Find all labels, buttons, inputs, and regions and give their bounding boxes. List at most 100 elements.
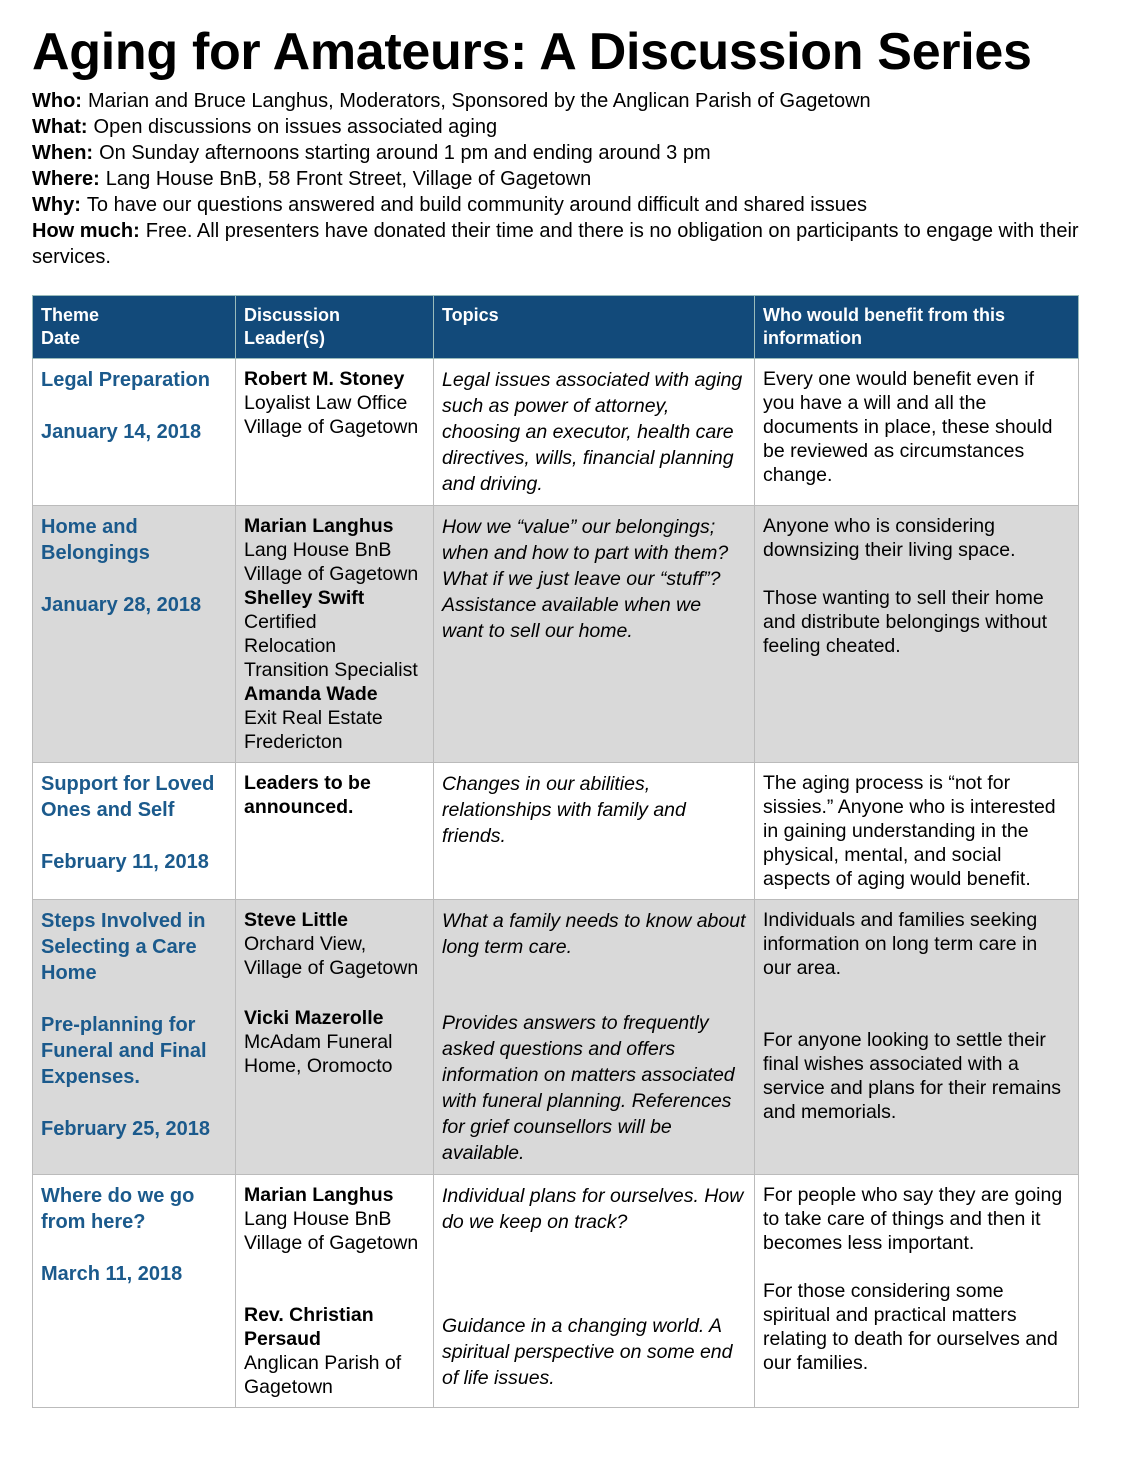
detail-label: Why: bbox=[32, 194, 81, 216]
benefit: The aging process is “not for sissies.” … bbox=[763, 772, 1056, 890]
topics-cell: How we “value” our belongings; when and … bbox=[433, 505, 755, 763]
theme: Legal Preparation bbox=[41, 369, 210, 391]
detail-row: When: On Sunday afternoons starting aroun… bbox=[32, 140, 1112, 166]
theme-cell: Legal Preparation January 14, 2018 bbox=[32, 358, 236, 506]
detail-text: Free. All presenters have donated their … bbox=[32, 220, 1079, 268]
theme: Steps Involved in Selecting a Care Home bbox=[41, 910, 206, 984]
leader-name: Shelley Swift bbox=[244, 587, 365, 609]
theme-cell: Support for Loved Ones and Self February … bbox=[32, 762, 236, 900]
leader-name: Robert M. Stoney bbox=[244, 368, 405, 390]
leader-name: Marian Langhus bbox=[244, 1184, 394, 1206]
benefit-cell: Every one would benefit even if you have… bbox=[754, 358, 1079, 506]
leader-group: Marian Langhus Lang House BnB Village of G… bbox=[244, 1183, 425, 1255]
schedule-table: Theme Date Discussion Leader(s) Topics Who wo… bbox=[32, 295, 1079, 1408]
date: January 28, 2018 bbox=[41, 594, 202, 616]
table-row: Steps Involved in Selecting a Care Home P… bbox=[32, 899, 1079, 1175]
leader-cell: Leaders to be announced. bbox=[235, 762, 434, 900]
header-cell: Topics bbox=[433, 295, 755, 359]
table-row: Legal Preparation January 14, 2018 Robert … bbox=[32, 358, 1079, 506]
topic: Provides answers to frequently asked que… bbox=[442, 1012, 735, 1164]
benefit-cell: For people who say they are going to tak… bbox=[754, 1174, 1079, 1408]
leader-detail: Exit Real Estate bbox=[244, 707, 383, 729]
leader-name: Leaders to be announced. bbox=[244, 772, 371, 818]
benefit: Every one would benefit even if you have… bbox=[763, 368, 1053, 486]
table-row: Home and Belongings January 28, 2018 Maria… bbox=[32, 505, 1079, 763]
topic: Changes in our abilities, relationships … bbox=[442, 773, 686, 847]
leader-group: Rev. Christian Persaud Anglican Parish of… bbox=[244, 1303, 425, 1399]
topic: Individual plans for ourselves. How do w… bbox=[442, 1185, 744, 1233]
date: January 14, 2018 bbox=[41, 421, 202, 443]
header-line: Date bbox=[41, 328, 81, 348]
header-cell: Discussion Leader(s) bbox=[235, 295, 434, 359]
topics-cell: Changes in our abilities, relationships … bbox=[433, 762, 755, 900]
theme-cell: Home and Belongings January 28, 2018 bbox=[32, 505, 236, 763]
leader-detail: Fredericton bbox=[244, 731, 343, 753]
benefit-cell: Individuals and families seeking informa… bbox=[754, 899, 1079, 1175]
table-body: Legal Preparation January 14, 2018 Robert … bbox=[32, 358, 1079, 1408]
benefit: For those considering some spiritual and… bbox=[763, 1280, 1058, 1374]
detail-row: How much: Free. All presenters have donat… bbox=[32, 218, 1112, 270]
leader-detail: Transition Specialist bbox=[244, 659, 418, 681]
detail-row: Why: To have our questions answered and b… bbox=[32, 192, 1112, 218]
benefit: Individuals and families seeking informa… bbox=[763, 909, 1038, 979]
header-line: Who would benefit from this information bbox=[763, 305, 1005, 348]
topic: What a family needs to know about long t… bbox=[442, 910, 746, 958]
leader-cell: Marian Langhus Lang House BnB Village of G… bbox=[235, 1174, 434, 1408]
leader-group: Steve Little Orchard View, Village of Gage… bbox=[244, 908, 425, 980]
leader-detail: Certified bbox=[244, 611, 317, 633]
leader-detail: Loyalist Law Office bbox=[244, 392, 408, 414]
benefit-cell: The aging process is “not for sissies.” … bbox=[754, 762, 1079, 900]
header-row: Theme Date Discussion Leader(s) Topics Who wo… bbox=[32, 295, 1079, 359]
header-line: Theme bbox=[41, 305, 100, 325]
topic: Guidance in a changing world. A spiritua… bbox=[442, 1315, 733, 1389]
leader-detail: Village of Gagetown bbox=[244, 563, 419, 585]
date: February 25, 2018 bbox=[41, 1118, 210, 1140]
leader-cell: Steve Little Orchard View, Village of Gage… bbox=[235, 899, 434, 1175]
date: February 11, 2018 bbox=[41, 851, 209, 873]
leader-group: Robert M. Stoney Loyalist Law Office Villa… bbox=[244, 367, 425, 439]
theme-cell: Steps Involved in Selecting a Care Home P… bbox=[32, 899, 236, 1175]
benefit: For anyone looking to settle their final… bbox=[763, 1029, 1062, 1123]
detail-label: Where: bbox=[32, 168, 100, 190]
topic: How we “value” our belongings; when and … bbox=[442, 516, 729, 642]
topics-cell: Legal issues associated with aging such … bbox=[433, 358, 755, 506]
leader-detail: Anglican Parish of Gagetown bbox=[244, 1352, 402, 1398]
leader-group: Leaders to be announced. bbox=[244, 771, 425, 819]
table-row: Support for Loved Ones and Self February … bbox=[32, 762, 1079, 900]
leader-name: Marian Langhus bbox=[244, 515, 394, 537]
detail-text: Lang House BnB, 58 Front Street, Village… bbox=[105, 168, 592, 190]
detail-label: Who: bbox=[32, 90, 82, 112]
leader-cell: Robert M. Stoney Loyalist Law Office Villa… bbox=[235, 358, 434, 506]
topics-cell: Individual plans for ourselves. How do w… bbox=[433, 1174, 755, 1408]
leader-name: Amanda Wade bbox=[244, 683, 378, 705]
benefit: Those wanting to sell their home and dis… bbox=[763, 587, 1048, 657]
table-row: Where do we go from here? March 11, 2018 M… bbox=[32, 1174, 1079, 1408]
details: Who: Marian and Bruce Langhus, Moderators… bbox=[32, 88, 1112, 270]
leader-detail: McAdam Funeral Home, Oromocto bbox=[244, 1031, 393, 1077]
leader-group: Marian Langhus Lang House BnB Village of G… bbox=[244, 514, 425, 754]
detail-label: How much: bbox=[32, 220, 140, 242]
detail-text: To have our questions answered and build… bbox=[86, 194, 867, 216]
detail-text: On Sunday afternoons starting around 1 p… bbox=[99, 142, 711, 164]
leader-name: Vicki Mazerolle bbox=[244, 1007, 384, 1029]
detail-row: What: Open discussions on issues associat… bbox=[32, 114, 1112, 140]
leader-detail: Relocation bbox=[244, 635, 337, 657]
benefit: For people who say they are going to tak… bbox=[763, 1184, 1063, 1254]
header-cell: Who would benefit from this information bbox=[754, 295, 1079, 359]
leader-group: Vicki Mazerolle McAdam Funeral Home, Orom… bbox=[244, 1006, 425, 1078]
theme: Where do we go from here? bbox=[41, 1185, 195, 1233]
detail-text: Open discussions on issues associated ag… bbox=[93, 116, 498, 138]
leader-detail: Village of Gagetown bbox=[244, 416, 419, 438]
theme: Support for Loved Ones and Self bbox=[41, 773, 215, 821]
detail-label: When: bbox=[32, 142, 94, 164]
header-line: Topics bbox=[442, 305, 499, 325]
detail-row: Where: Lang House BnB, 58 Front Street, V… bbox=[32, 166, 1112, 192]
leader-detail: Village of Gagetown bbox=[244, 957, 419, 979]
header-line: Discussion bbox=[244, 305, 341, 325]
topics-cell: What a family needs to know about long t… bbox=[433, 899, 755, 1175]
leader-detail: Village of Gagetown bbox=[244, 1232, 419, 1254]
leader-cell: Marian Langhus Lang House BnB Village of G… bbox=[235, 505, 434, 763]
topic: Legal issues associated with aging such … bbox=[442, 369, 743, 495]
benefit: Anyone who is considering downsizing the… bbox=[763, 515, 1016, 561]
detail-text: Marian and Bruce Langhus, Moderators, Sp… bbox=[87, 90, 871, 112]
